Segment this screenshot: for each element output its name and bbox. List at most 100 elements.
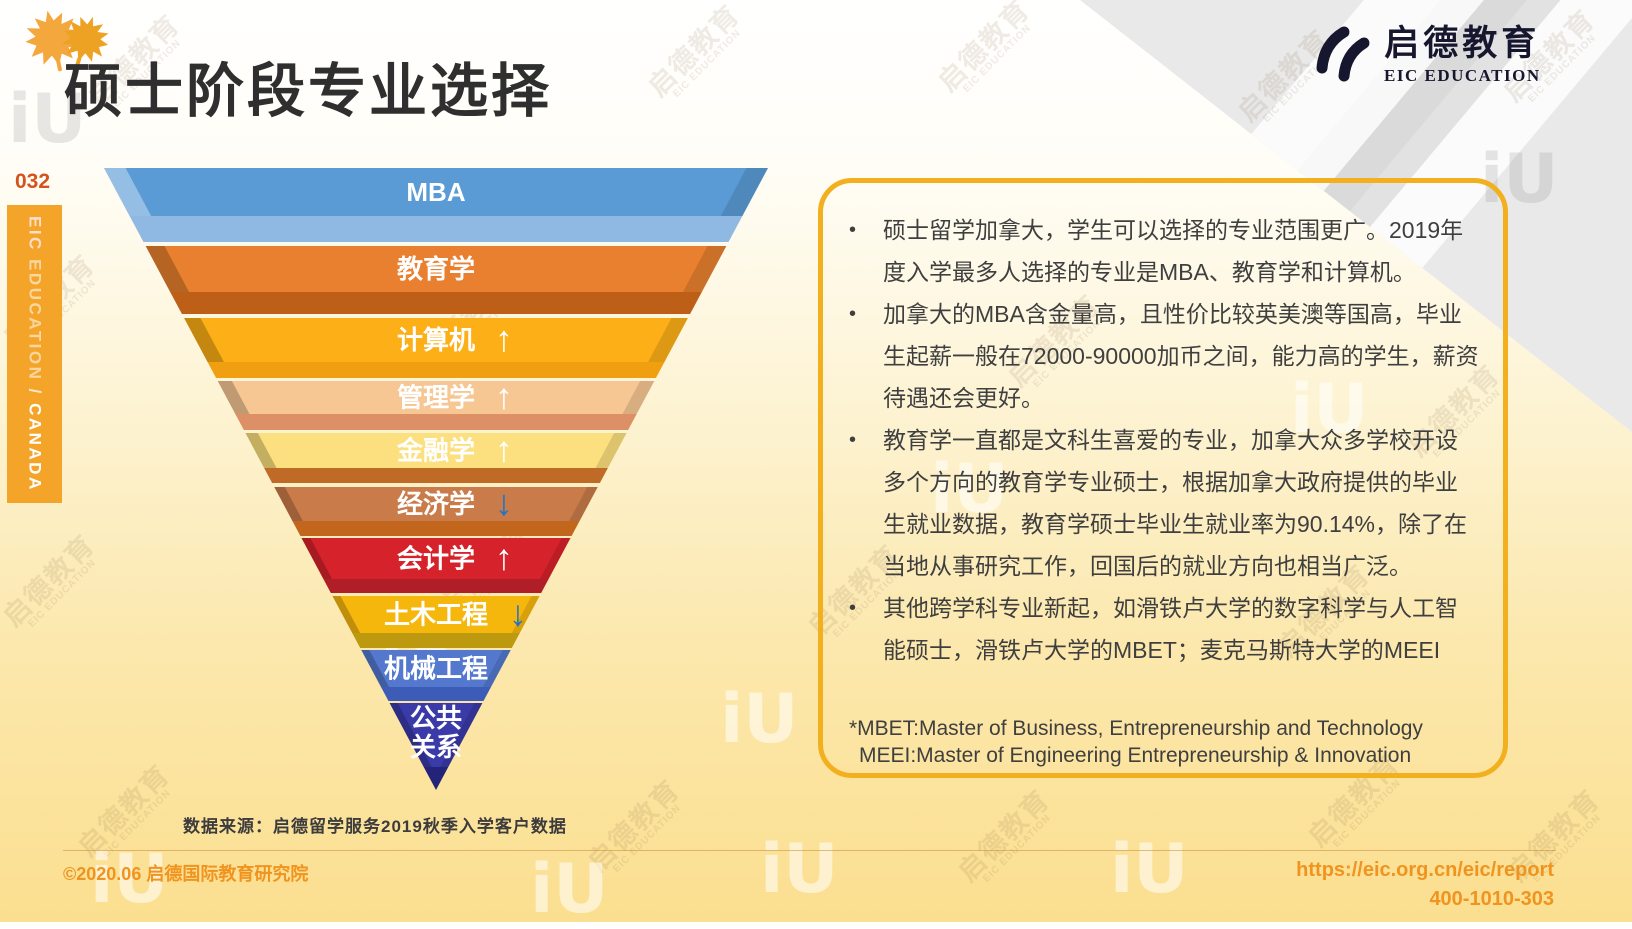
sidebar-tab: EIC EDUCATION / CANADA (7, 205, 62, 503)
trend-up-icon: ↑ (495, 429, 513, 470)
watermark-en: EIC EDUCATION (611, 802, 684, 876)
funnel-bevel-right (569, 487, 598, 521)
watermark-cn: 启德教育 (642, 0, 746, 103)
funnel-bevel-left (274, 487, 303, 521)
trend-down-icon: ↓ (509, 593, 527, 634)
funnel-strip-5 (264, 468, 608, 483)
footer-copyright: ©2020.06 启德国际教育研究院 (63, 864, 309, 884)
funnel-layer-5 (245, 433, 627, 468)
info-box: • 硕士留学加拿大，学生可以选择的专业范围更广。2019年度入学最多人选择的专业是… (818, 178, 1508, 778)
funnel-layer-label: 机械工程 (384, 654, 488, 684)
funnel-bevel-left (361, 650, 390, 687)
funnel-layer-label: 计算机 (397, 325, 475, 355)
funnel-layer-4 (217, 381, 655, 414)
funnel-bevel-left (184, 318, 224, 362)
watermark-cn: 启德教育 (952, 783, 1056, 888)
funnel-layer-label: 管理学 (397, 383, 475, 413)
bullet-text: 加拿大的MBA含金量高，且性价比较英美澳等国高，毕业生起薪一般在72000-90… (883, 301, 1479, 411)
funnel-strip-6 (292, 521, 580, 536)
funnel-layer-label: 经济学 (397, 489, 475, 519)
footnotes: *MBET:Master of Business, Entrepreneursh… (849, 715, 1479, 769)
watermark-en: EIC EDUCATION (671, 27, 744, 101)
funnel-layer-3 (184, 318, 688, 362)
funnel-strip-3 (207, 362, 665, 378)
watermark-cn: 启德教育 (0, 528, 101, 633)
funnel-layer-label: MBA (406, 177, 465, 207)
bullet-item: • 硕士留学加拿大，学生可以选择的专业范围更广。2019年度入学最多人选择的专业是… (849, 209, 1479, 293)
funnel-strip-2 (170, 292, 702, 314)
funnel-bevel-right (595, 433, 627, 468)
funnel-strip-7 (323, 579, 549, 593)
funnel-layer-label: 会计学 (397, 544, 475, 574)
trend-up-icon: ↑ (495, 537, 513, 578)
funnel-bevel-right (648, 318, 688, 362)
sidebar-tab-label: EIC EDUCATION / CANADA (25, 216, 45, 492)
funnel-bevel-right (440, 703, 483, 767)
logo-name-en: EIC EDUCATION (1384, 65, 1541, 85)
funnel-bevel-left (217, 381, 250, 414)
funnel-bevel-right (539, 538, 571, 579)
eic-mark-watermark: iU (530, 850, 609, 929)
watermark-en: EIC EDUCATION (1331, 777, 1404, 851)
page-title: 硕士阶段专业选择 (64, 59, 553, 124)
bullet-dot: • (849, 219, 857, 241)
funnel-strip-4 (235, 414, 637, 430)
bullet-dot: • (849, 429, 857, 451)
bullet-list: • 硕士留学加拿大，学生可以选择的专业范围更广。2019年度入学最多人选择的专业是… (849, 209, 1479, 671)
footer-phone: 400-1010-303 (1429, 888, 1554, 910)
logo-name-cn: 启德教育 (1384, 24, 1541, 63)
eic-mark-watermark: iU (1110, 830, 1189, 909)
footer-url[interactable]: https://eic.org.cn/eic/report (1296, 859, 1554, 881)
funnel-layer-9 (361, 650, 511, 687)
funnel-bevel-right (482, 650, 511, 687)
funnel-layer-label: 公共关系 (410, 703, 462, 762)
funnel-strip-8 (352, 633, 520, 648)
brand-logo: 启德教育 EIC EDUCATION (1308, 22, 1541, 86)
funnel-tip (423, 767, 449, 790)
source-note: 数据来源：启德留学服务2019秋季入学客户数据 (183, 817, 567, 836)
funnel-layer-10 (389, 703, 483, 767)
funnel-chart: MBA 教育学 计算机 ↑ 管理学 ↑ 金融学 ↑ 经济学 ↓ 会计学 ↑ 土木工程 ↓ 机械工程 公共关系 (97, 163, 777, 802)
funnel-bevel-right (682, 246, 727, 292)
bullet-item: • 教育学一直都是文科生喜爱的专业，加拿大众多学校开设多个方向的教育学专业硕士，根… (849, 419, 1479, 587)
bullet-item: • 其他跨学科专业新起，如滑铁卢大学的数字科学与人工智能硕士，滑铁卢大学的MBET… (849, 587, 1479, 671)
page-number: 032 (15, 170, 51, 193)
funnel-bevel-left (245, 433, 277, 468)
funnel-bevel-right (720, 168, 768, 216)
funnel-layer-2 (145, 246, 727, 292)
watermark-en: EIC EDUCATION (26, 557, 99, 631)
funnel-strip-1 (129, 216, 743, 242)
funnel-layer-6 (274, 487, 598, 521)
footer-contact: https://eic.org.cn/eic/report 400-1010-3… (1296, 856, 1554, 914)
bullet-dot: • (849, 303, 857, 325)
footnote-line: MEEI:Master of Engineering Entrepreneurs… (859, 744, 1412, 767)
funnel-layer-label: 教育学 (397, 254, 475, 284)
funnel-bevel-right (622, 381, 655, 414)
funnel-bevel-left (104, 168, 152, 216)
bullet-text: 教育学一直都是文科生喜爱的专业，加拿大众多学校开设多个方向的教育学专业硕士，根据… (883, 427, 1468, 579)
watermark-en: EIC EDUCATION (961, 22, 1034, 96)
trend-up-icon: ↑ (495, 318, 513, 359)
maple-leaves-icon (6, 6, 126, 95)
funnel-layer-8 (332, 596, 540, 633)
footer-divider (63, 850, 1556, 851)
funnel-bevel-left (332, 596, 361, 633)
funnel-layer-label: 金融学 (396, 436, 475, 466)
funnel-bevel-left (301, 538, 333, 579)
funnel-bevel-right (511, 596, 540, 633)
watermark-cn: 启德教育 (932, 0, 1036, 98)
bullet-item: • 加拿大的MBA含金量高，且性价比较英美澳等国高，毕业生起薪一般在72000-9… (849, 293, 1479, 419)
funnel-layer-1 (104, 168, 768, 216)
eic-logo-mark-icon (1316, 26, 1370, 82)
funnel-layer-label: 土木工程 (384, 600, 488, 630)
bullet-text: 其他跨学科专业新起，如滑铁卢大学的数字科学与人工智能硕士，滑铁卢大学的MBET；… (883, 595, 1458, 663)
funnel-layer-7 (301, 538, 571, 579)
trend-up-icon: ↑ (495, 376, 513, 417)
footnote-line: *MBET:Master of Business, Entrepreneursh… (849, 717, 1423, 740)
funnel-strip-9 (381, 687, 491, 701)
